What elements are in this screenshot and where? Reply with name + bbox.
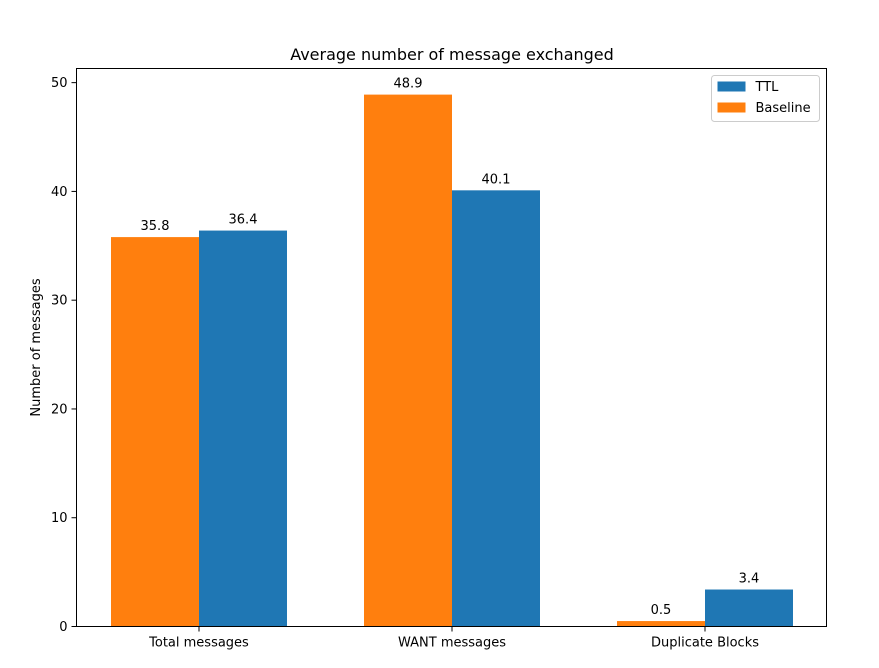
y-tick-label: 30 <box>51 294 68 309</box>
plot-frame <box>76 68 827 627</box>
bar-baseline <box>617 621 705 627</box>
legend: TTL Baseline <box>711 75 820 122</box>
x-tick-label: Total messages <box>148 636 249 651</box>
y-axis-label: Number of messages <box>29 278 44 416</box>
bars-group <box>111 94 793 627</box>
y-tick-label: 50 <box>51 76 68 91</box>
legend-label: TTL <box>755 80 780 95</box>
legend-swatch <box>717 81 746 92</box>
bar-value-label: 0.5 <box>651 603 672 618</box>
legend-label: Baseline <box>756 101 811 116</box>
x-tick-label: WANT messages <box>398 636 506 651</box>
y-tick-label: 40 <box>51 185 68 200</box>
bar-baseline <box>364 94 452 627</box>
bar-value-label: 40.1 <box>482 172 511 187</box>
y-tick-label: 0 <box>59 620 67 635</box>
bar-ttl <box>452 190 540 627</box>
x-axis: Total messages WANT messages Duplicate Blo… <box>148 626 759 651</box>
y-axis: 0 10 20 30 40 50 <box>51 76 77 635</box>
bar-ttl <box>199 230 287 627</box>
bar-value-label: 3.4 <box>739 572 760 587</box>
bar-labels-group: 35.8 48.9 0.5 36.4 40.1 3.4 <box>141 77 760 618</box>
bar-ttl <box>705 589 793 627</box>
bar-value-label: 36.4 <box>229 213 258 228</box>
x-tick-label: Duplicate Blocks <box>651 636 759 651</box>
y-tick-label: 10 <box>51 511 68 526</box>
bar-value-label: 35.8 <box>141 219 170 234</box>
chart-title: Average number of message exchanged <box>290 45 614 64</box>
bar-value-label: 48.9 <box>394 77 423 92</box>
legend-swatch <box>717 102 746 113</box>
y-tick-label: 20 <box>51 402 68 417</box>
bar-baseline <box>111 237 199 627</box>
